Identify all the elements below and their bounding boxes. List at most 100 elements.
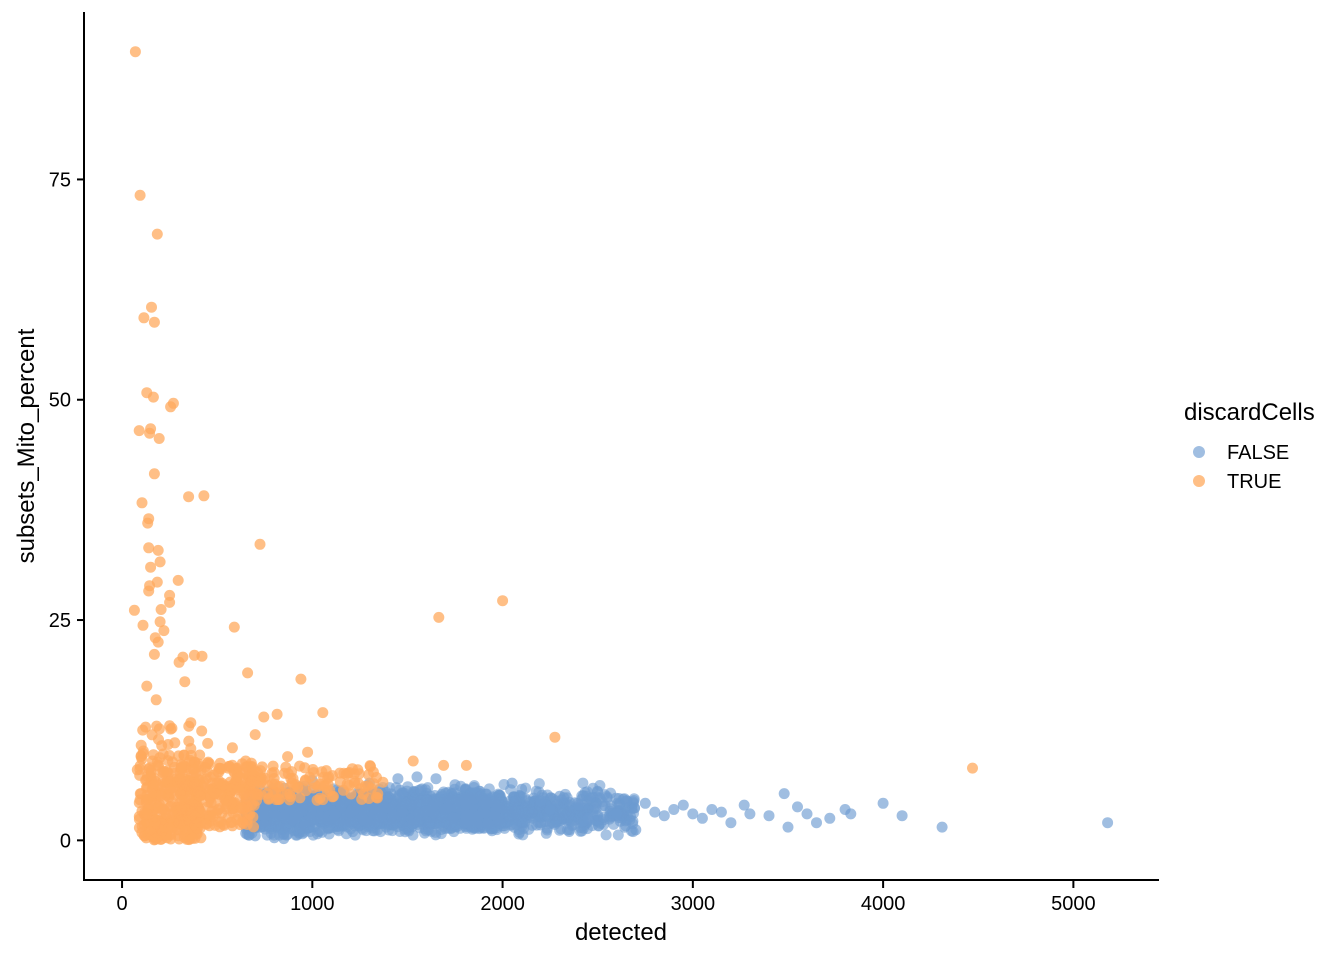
true-point <box>178 749 190 761</box>
true-point <box>497 595 509 607</box>
false-point <box>447 812 459 824</box>
false-point <box>896 810 908 822</box>
false-point <box>565 805 577 817</box>
true-point <box>143 542 155 554</box>
true-point <box>188 764 200 776</box>
false-point <box>535 795 547 807</box>
true-point <box>202 757 214 769</box>
true-point <box>131 764 143 776</box>
legend-marker-true <box>1193 475 1205 487</box>
false-point <box>270 810 282 822</box>
true-point <box>266 778 278 790</box>
true-point <box>143 585 155 597</box>
true-point <box>135 788 147 800</box>
false-point <box>387 810 398 822</box>
true-point <box>150 694 162 706</box>
true-point <box>252 780 264 792</box>
false-point <box>801 808 813 820</box>
false-point <box>494 817 505 829</box>
false-point <box>715 806 727 818</box>
true-point <box>340 768 352 780</box>
false-point <box>268 832 280 844</box>
true-point <box>194 817 206 829</box>
false-point <box>598 811 610 823</box>
false-point <box>744 808 756 820</box>
true-point <box>220 781 232 793</box>
false-point <box>792 801 803 813</box>
true-point <box>138 312 150 324</box>
true-point <box>154 556 166 568</box>
y-tick-label: 0 <box>60 830 71 852</box>
false-point <box>365 820 377 832</box>
true-point <box>145 767 157 779</box>
true-point <box>183 735 195 747</box>
false-point <box>442 802 454 813</box>
true-point <box>460 759 472 771</box>
true-point <box>161 808 172 820</box>
false-point <box>510 795 522 807</box>
true-point <box>359 780 371 792</box>
false-point <box>513 828 525 840</box>
false-point <box>563 826 575 837</box>
false-point <box>375 826 387 838</box>
true-point <box>317 707 329 719</box>
false-point <box>533 778 545 790</box>
false-point <box>399 826 411 838</box>
false-point <box>415 784 426 796</box>
true-point <box>308 767 320 779</box>
false-point <box>628 807 639 819</box>
true-point <box>308 778 320 789</box>
false-point <box>566 815 577 827</box>
legend-marker-false <box>1193 446 1205 458</box>
false-point <box>587 804 599 815</box>
false-point <box>620 795 632 807</box>
false-point <box>811 817 822 829</box>
true-point <box>220 803 232 815</box>
true-point <box>233 782 245 794</box>
false-point <box>480 799 491 811</box>
false-point <box>411 771 423 783</box>
false-point <box>658 810 670 822</box>
x-tick-label: 2000 <box>480 893 525 915</box>
true-point <box>158 625 170 637</box>
true-point <box>135 751 147 763</box>
false-point <box>544 804 556 815</box>
x-axis-title: detected <box>575 919 667 946</box>
false-point <box>612 829 624 841</box>
true-point <box>198 490 210 502</box>
true-point <box>183 491 195 503</box>
x-tick-label: 1000 <box>290 893 335 915</box>
y-tick-label: 50 <box>49 390 71 412</box>
true-point <box>317 794 329 806</box>
false-point <box>630 824 642 836</box>
legend-label-false: FALSE <box>1227 442 1289 464</box>
true-point <box>365 760 376 772</box>
true-point <box>177 770 189 781</box>
true-point <box>153 801 164 813</box>
false-point <box>349 829 361 841</box>
false-point <box>782 821 794 833</box>
false-point <box>412 815 424 827</box>
true-point <box>162 739 174 750</box>
false-point <box>345 806 357 818</box>
false-point <box>449 779 461 791</box>
true-point <box>334 776 346 788</box>
false-point <box>278 833 290 845</box>
false-point <box>936 821 948 833</box>
legend-label-true: TRUE <box>1227 471 1281 493</box>
false-point <box>554 790 566 802</box>
true-point <box>268 766 280 778</box>
true-point <box>164 720 176 732</box>
false-point <box>620 820 632 832</box>
legend: discardCells FALSE TRUE <box>1184 399 1315 493</box>
true-point <box>194 806 206 818</box>
true-point <box>153 433 165 444</box>
true-point <box>208 787 220 799</box>
true-point <box>172 574 184 586</box>
true-point <box>237 817 249 829</box>
false-point <box>687 808 699 820</box>
false-point <box>444 793 456 805</box>
false-point <box>725 817 737 829</box>
false-point <box>738 799 750 811</box>
